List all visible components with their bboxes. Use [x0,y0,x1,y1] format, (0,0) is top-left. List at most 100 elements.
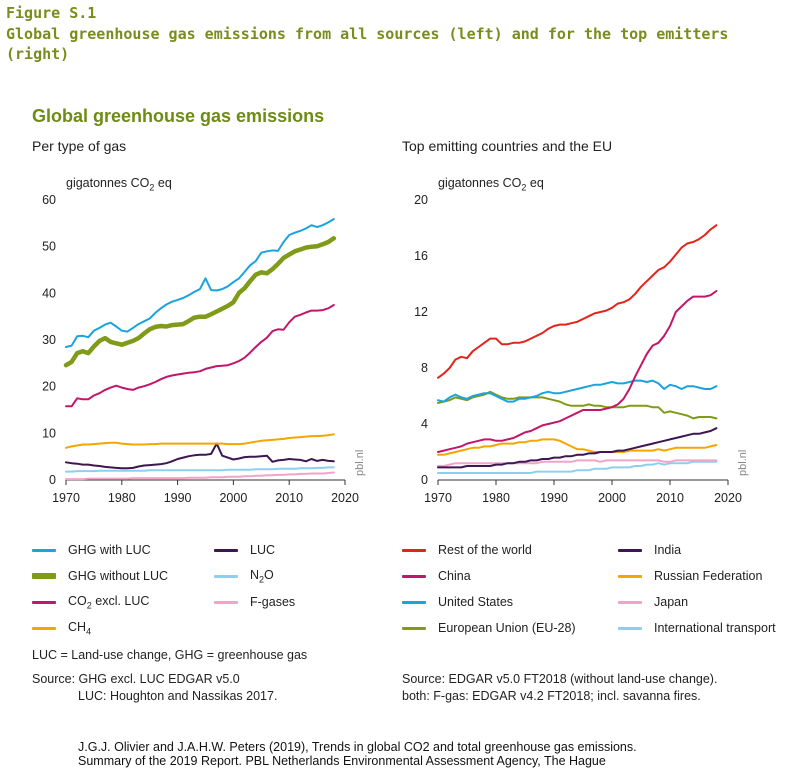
legend-item-f-gases: F-gases [214,594,295,610]
legend-label: GHG without LUC [68,569,169,583]
legend-label: China [438,569,471,583]
legend-label: CO2 excl. LUC [68,593,150,611]
legend-label: CH4 [68,619,92,637]
legend-item-n2o: N2O [214,568,274,584]
right-units-label: gigatonnes CO2 eq [438,176,544,193]
series-line-china [437,290,718,453]
legend-item-japan: Japan [618,594,688,610]
x-tick-label: 1970 [424,491,452,505]
legend-item-rest-of-the-world: Rest of the world [402,542,532,558]
legend-label: N2O [250,567,274,585]
series-line-f-gases [65,471,335,481]
legend-label: European Union (EU-28) [438,621,576,635]
left-source-note: Source: GHG excl. LUC EDGAR v5.0 [32,672,240,686]
legend-swatch [618,574,642,578]
legend-label: International transport [654,621,776,635]
legend-label: Rest of the world [438,543,532,557]
legend-label: Japan [654,595,689,609]
abbreviation-note: LUC = Land-use change, GHG = greenhouse … [32,648,308,662]
watermark: pbl.nl [737,450,749,476]
right-line-chart: 0 4 8 12 16 20 1970 1980 1990 2000 2010 2020 pbl.nl [414,193,749,505]
y-tick-label: 40 [42,286,56,300]
x-tick-label: 2020 [331,491,359,505]
x-tick-label: 2010 [656,491,684,505]
series-line-international-transport [437,460,718,474]
legend-item-luc: LUC [214,542,275,558]
legend-item-ghg-without-luc: GHG without LUC [32,568,168,584]
legend-item-ch4: CH4 [32,620,91,636]
legend-swatch [32,548,56,552]
series-line-india [437,427,718,469]
legend-item-united-states: United States [402,594,513,610]
x-tick-label: 1970 [52,491,80,505]
legend-label: LUC [250,543,276,557]
legend-item-international-transport: International transport [618,620,776,636]
x-tick-label: 1980 [482,491,510,505]
x-tick-label: 2010 [275,491,303,505]
x-tick-label: 1990 [164,491,192,505]
y-tick-label: 16 [414,249,428,263]
x-tick-label: 1990 [540,491,568,505]
legend-label: F-gases [250,595,296,609]
legend-label: United States [438,595,514,609]
y-tick-label: 8 [421,361,428,375]
series-line-rest-of-the-world [437,224,718,379]
legend-item-co2-excl-luc: CO2 excl. LUC [32,594,149,610]
legend-swatch [214,548,238,552]
legend-swatch [214,600,238,604]
legend-label: India [654,543,682,557]
watermark: pbl.nl [354,450,366,476]
legend-swatch [32,626,56,630]
legend-item-european-union-eu-28: European Union (EU-28) [402,620,576,636]
legend-label: GHG with LUC [68,543,151,557]
y-tick-label: 0 [421,473,428,487]
legend-swatch [402,548,426,552]
section-title: Global greenhouse gas emissions [32,106,325,126]
figure-label: Figure S.1 [6,4,97,22]
right-source-note: Source: EDGAR v5.0 FT2018 (without land-… [402,672,718,686]
left-units-label: gigatonnes CO2 eq [66,176,172,193]
y-tick-label: 30 [42,333,56,347]
left-chart-subtitle: Per type of gas [32,138,127,154]
figure-title: Global greenhouse gas emissions from all… [6,25,729,63]
series-line-luc [65,442,335,470]
y-tick-label: 20 [414,193,428,207]
left-line-chart: 0 10 20 30 40 50 60 1970 1980 1990 2000 2010 2020 pbl… [42,193,366,505]
legend-item-russian-federation: Russian Federation [618,568,762,584]
y-tick-label: 50 [42,240,56,254]
legend-swatch [214,574,238,578]
y-tick-label: 10 [42,426,56,440]
x-tick-label: 2000 [219,491,247,505]
citation: J.G.J. Olivier and J.A.H.W. Peters (2019… [78,740,637,768]
legend-swatch [32,600,56,604]
legend-item-ghg-with-luc: GHG with LUC [32,542,151,558]
y-tick-label: 4 [421,417,428,431]
left-luc-source-note: LUC: Houghton and Nassikas 2017. [78,689,278,703]
legend-swatch [618,600,642,604]
right-chart-subtitle: Top emitting countries and the EU [402,138,613,154]
series-line-co2-excl-luc [65,304,335,408]
legend-swatch [402,626,426,630]
y-tick-label: 0 [49,473,56,487]
x-tick-label: 2020 [714,491,742,505]
legend-swatch [402,600,426,604]
legend-swatch [32,573,56,579]
x-tick-label: 2000 [598,491,626,505]
series-line-european-union-eu-28 [437,390,718,420]
series-line-ch4 [65,433,335,449]
y-tick-label: 20 [42,380,56,394]
legend-item-china: China [402,568,471,584]
legend-item-india: India [618,542,681,558]
series-line-russian-federation [437,438,718,456]
legend-swatch [402,574,426,578]
legend-swatch [618,626,642,630]
y-tick-label: 12 [414,305,428,319]
series-line-ghg-with-luc [65,218,335,348]
series-line-united-states [437,379,718,403]
citation-line-2: Summary of the 2019 Report. PBL Netherla… [78,754,606,768]
citation-line-1: J.G.J. Olivier and J.A.H.W. Peters (2019… [78,740,637,754]
series-line-japan [437,459,718,467]
y-tick-label: 60 [42,193,56,207]
series-line-ghg-without-luc [63,236,337,368]
legend-swatch [618,548,642,552]
